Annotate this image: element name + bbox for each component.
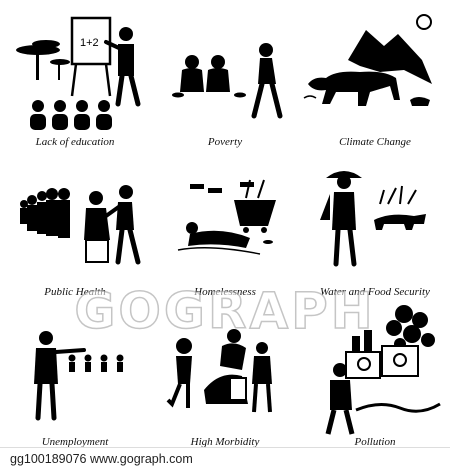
whiteboard	[70, 16, 112, 66]
cow-icon	[374, 214, 426, 230]
caption-public-health: Public Health	[44, 286, 106, 298]
cell-water-food-security: Water and Food Security	[300, 150, 450, 300]
cell-homelessness: Homelessness	[150, 150, 300, 300]
caption-water-food-security: Water and Food Security	[320, 286, 430, 298]
cell-unemployment: Unemployment	[0, 300, 150, 450]
smoke-icon	[386, 305, 435, 350]
cell-lack-of-education: 1+2 Lack of education	[0, 0, 150, 150]
caption-high-morbidity: High Morbidity	[190, 436, 260, 448]
polar-bear-icon	[308, 71, 400, 106]
boss-icon	[39, 331, 53, 345]
cell-high-morbidity: High Morbidity	[150, 300, 300, 450]
public-health-icon	[20, 185, 141, 265]
caption-pollution: Pollution	[354, 436, 396, 448]
unemployment-icon	[34, 331, 124, 421]
sun-icon	[416, 14, 432, 30]
workers-leaving-icon	[68, 354, 124, 372]
water-food-icon	[320, 171, 426, 267]
queue-icon	[20, 188, 70, 238]
sleeping-person-icon	[188, 230, 250, 248]
rat-icon	[263, 240, 273, 244]
doctor-icon	[119, 185, 133, 199]
cart-icon	[234, 200, 276, 226]
brick-wall-icon	[190, 182, 254, 193]
board-text: 1+2	[80, 37, 99, 49]
caption-homelessness: Homelessness	[194, 286, 256, 298]
caption-unemployment: Unemployment	[41, 436, 109, 448]
cell-pollution: Pollution	[300, 300, 450, 450]
pollution-icon	[325, 305, 441, 435]
caption-lack-of-education: Lack of education	[35, 136, 115, 148]
factory-icon	[345, 330, 419, 379]
education-icon: 1+2	[16, 16, 141, 130]
iceberg-icon	[348, 30, 432, 84]
coughing-person-icon	[333, 363, 347, 377]
cell-poverty: Poverty	[150, 0, 300, 150]
caption-poverty: Poverty	[207, 136, 243, 148]
homelessness-icon	[177, 179, 276, 255]
waste-river-icon	[355, 402, 441, 413]
cell-public-health: Public Health	[0, 150, 150, 300]
footer-bar: gg100189076 www.gograph.com	[0, 447, 450, 471]
poverty-icon	[172, 43, 283, 119]
footer-text: gg100189076 www.gograph.com	[10, 452, 193, 466]
students-icon	[30, 100, 112, 130]
hat-icon	[326, 171, 362, 178]
acacia-tree-icon	[16, 40, 70, 80]
cell-climate-change: Climate Change	[300, 0, 450, 150]
high-morbidity-icon	[166, 329, 272, 413]
climate-change-icon	[303, 14, 432, 106]
caption-climate-change: Climate Change	[339, 136, 411, 148]
dead-plants-icon	[379, 185, 417, 205]
